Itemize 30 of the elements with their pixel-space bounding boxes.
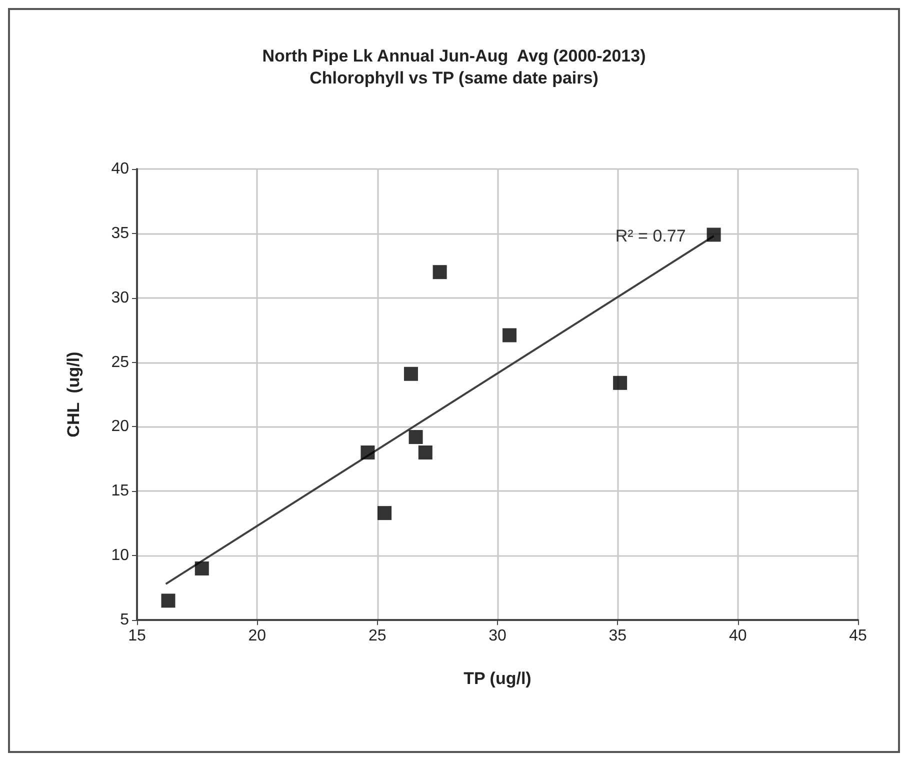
x-tick-label: 15 <box>128 628 146 644</box>
point <box>706 228 721 242</box>
y-tick-label: 10 <box>111 547 130 564</box>
x-axis-title: TP (ug/l) <box>464 669 532 688</box>
x-tick-label: 25 <box>368 628 386 644</box>
chart-title: North Pipe Lk Annual Jun-Aug Avg (2000-2013) Chlorophyll vs TP (same date pairs) <box>262 46 646 88</box>
x-tick-label: 35 <box>608 628 627 644</box>
point <box>404 366 418 381</box>
x-tick-label: 20 <box>248 628 266 644</box>
annotation: R² = 0.77 <box>615 226 686 246</box>
point <box>360 445 375 460</box>
point <box>408 430 423 444</box>
point <box>432 265 447 280</box>
point <box>502 328 517 342</box>
point <box>161 594 176 608</box>
y-tick-label: 40 <box>111 160 130 178</box>
x-tick-label: 30 <box>488 628 506 644</box>
point <box>613 376 628 390</box>
point <box>194 561 209 576</box>
y-tick-label: 30 <box>111 289 130 306</box>
y-tick-label: 25 <box>111 354 130 371</box>
y-tick-label: 15 <box>111 482 130 500</box>
point <box>378 506 392 520</box>
y-tick-label: 20 <box>111 418 130 436</box>
x-tick-label: 40 <box>728 628 747 644</box>
y-tick-label: 35 <box>111 224 130 242</box>
point <box>418 445 432 460</box>
y-tick-label: 5 <box>120 612 130 628</box>
y-axis-title: CHL (ug/l) <box>64 352 83 438</box>
x-tick-label: 45 <box>849 628 867 644</box>
